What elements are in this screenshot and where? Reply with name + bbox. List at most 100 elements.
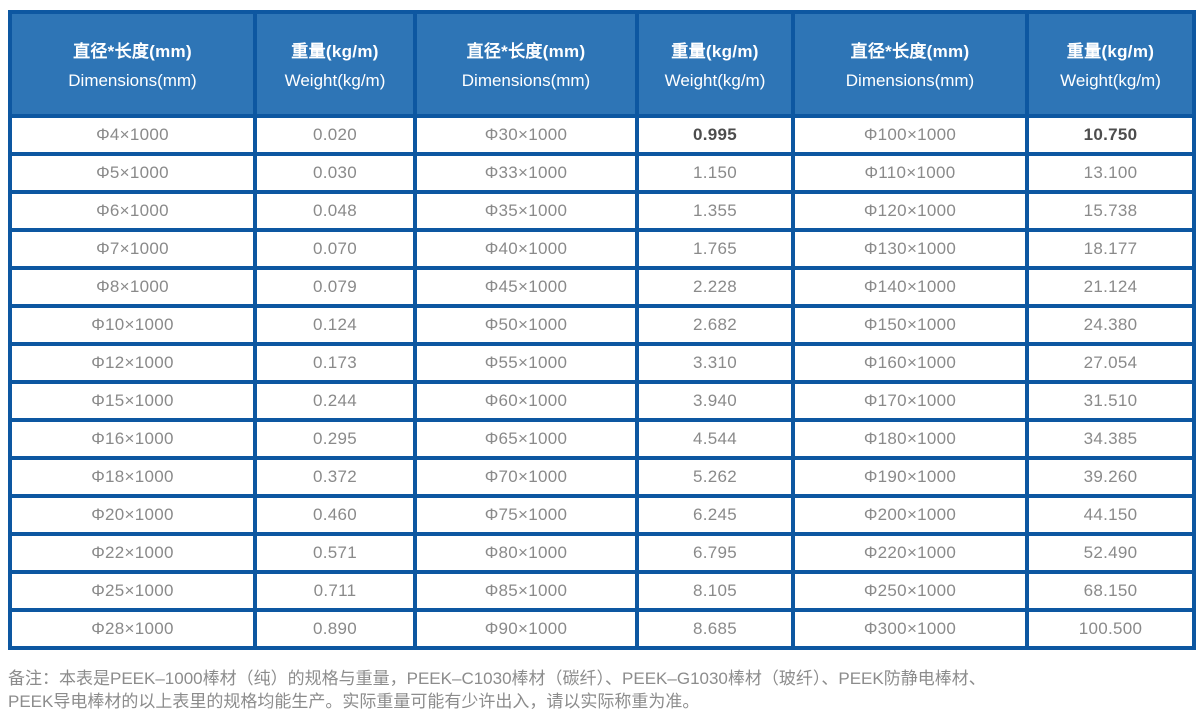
- dimension-cell: Φ16×1000: [8, 418, 257, 460]
- weight-cell: 0.173: [253, 342, 417, 384]
- col-header-weight-en: Weight(kg/m): [284, 71, 386, 90]
- weight-cell: 3.310: [635, 342, 795, 384]
- dimension-cell: Φ90×1000: [413, 608, 639, 650]
- weight-cell: 24.380: [1025, 304, 1196, 346]
- dimension-cell: Φ80×1000: [413, 532, 639, 574]
- col-header-dimensions-1: 直径*长度(mm) Dimensions(mm): [8, 10, 257, 118]
- weight-cell: 100.500: [1025, 608, 1196, 650]
- weight-cell: 27.054: [1025, 342, 1196, 384]
- col-header-dimensions-3: 直径*长度(mm) Dimensions(mm): [791, 10, 1029, 118]
- dimension-cell: Φ35×1000: [413, 190, 639, 232]
- col-header-weight-zh: 重量(kg/m): [671, 42, 759, 61]
- dimension-cell: Φ70×1000: [413, 456, 639, 498]
- note-line-1: 备注：本表是PEEK–1000棒材（纯）的规格与重量，PEEK–C1030棒材（…: [8, 669, 986, 688]
- weight-cell: 0.048: [253, 190, 417, 232]
- dimension-cell: Φ130×1000: [791, 228, 1029, 270]
- weight-cell: 6.795: [635, 532, 795, 574]
- col-header-dimensions-2: 直径*长度(mm) Dimensions(mm): [413, 10, 639, 118]
- weight-cell: 2.682: [635, 304, 795, 346]
- weight-cell: 0.079: [253, 266, 417, 308]
- header-row: 直径*长度(mm) Dimensions(mm) 重量(kg/m) Weight…: [8, 10, 1196, 118]
- dimension-cell: Φ4×1000: [8, 114, 257, 156]
- col-header-weight-2: 重量(kg/m) Weight(kg/m): [635, 10, 795, 118]
- dimension-cell: Φ25×1000: [8, 570, 257, 612]
- weight-cell: 68.150: [1025, 570, 1196, 612]
- dimension-cell: Φ75×1000: [413, 494, 639, 536]
- weight-cell: 0.995: [635, 114, 795, 156]
- weight-cell: 0.372: [253, 456, 417, 498]
- weight-cell: 34.385: [1025, 418, 1196, 460]
- weight-cell: 1.150: [635, 152, 795, 194]
- table-row: Φ12×1000 0.173 Φ55×1000 3.310 Φ160×1000 …: [8, 342, 1196, 384]
- weight-cell: 3.940: [635, 380, 795, 422]
- dimension-cell: Φ55×1000: [413, 342, 639, 384]
- weight-cell: 6.245: [635, 494, 795, 536]
- weight-cell: 15.738: [1025, 190, 1196, 232]
- table-row: Φ8×1000 0.079 Φ45×1000 2.228 Φ140×1000 2…: [8, 266, 1196, 308]
- col-header-dimensions-en: Dimensions(mm): [845, 71, 975, 90]
- table-row: Φ4×1000 0.020 Φ30×1000 0.995 Φ100×1000 1…: [8, 114, 1196, 156]
- col-header-weight-1: 重量(kg/m) Weight(kg/m): [253, 10, 417, 118]
- dimension-cell: Φ15×1000: [8, 380, 257, 422]
- dimension-cell: Φ65×1000: [413, 418, 639, 460]
- note-line-2: PEEK导电棒材的以上表里的规格均能生产。实际重量可能有少许出入，请以实际称重为…: [8, 692, 700, 711]
- dimension-cell: Φ200×1000: [791, 494, 1029, 536]
- weight-cell: 5.262: [635, 456, 795, 498]
- dimension-cell: Φ50×1000: [413, 304, 639, 346]
- weight-cell: 44.150: [1025, 494, 1196, 536]
- dimension-cell: Φ180×1000: [791, 418, 1029, 460]
- dimension-cell: Φ300×1000: [791, 608, 1029, 650]
- weight-cell: 13.100: [1025, 152, 1196, 194]
- table-row: Φ6×1000 0.048 Φ35×1000 1.355 Φ120×1000 1…: [8, 190, 1196, 232]
- weight-cell: 0.070: [253, 228, 417, 270]
- dimension-cell: Φ45×1000: [413, 266, 639, 308]
- weight-cell: 0.571: [253, 532, 417, 574]
- dimension-cell: Φ12×1000: [8, 342, 257, 384]
- dimension-cell: Φ5×1000: [8, 152, 257, 194]
- dimension-cell: Φ220×1000: [791, 532, 1029, 574]
- dimension-cell: Φ170×1000: [791, 380, 1029, 422]
- col-header-dimensions-en: Dimensions(mm): [68, 71, 197, 90]
- weight-cell: 1.765: [635, 228, 795, 270]
- spec-table: 直径*长度(mm) Dimensions(mm) 重量(kg/m) Weight…: [8, 10, 1196, 650]
- dimension-cell: Φ140×1000: [791, 266, 1029, 308]
- col-header-dimensions-zh: 直径*长度(mm): [466, 42, 586, 61]
- weight-cell: 8.685: [635, 608, 795, 650]
- col-header-weight-zh: 重量(kg/m): [291, 42, 379, 61]
- col-header-dimensions-zh: 直径*长度(mm): [850, 42, 970, 61]
- spec-table-body: Φ4×1000 0.020 Φ30×1000 0.995 Φ100×1000 1…: [8, 114, 1196, 650]
- col-header-dimensions-zh: 直径*长度(mm): [73, 42, 192, 61]
- dimension-cell: Φ20×1000: [8, 494, 257, 536]
- dimension-cell: Φ28×1000: [8, 608, 257, 650]
- col-header-weight-3: 重量(kg/m) Weight(kg/m): [1025, 10, 1196, 118]
- col-header-weight-en: Weight(kg/m): [664, 71, 766, 90]
- col-header-weight-zh: 重量(kg/m): [1066, 42, 1155, 61]
- weight-cell: 8.105: [635, 570, 795, 612]
- weight-cell: 0.890: [253, 608, 417, 650]
- table-row: Φ15×1000 0.244 Φ60×1000 3.940 Φ170×1000 …: [8, 380, 1196, 422]
- dimension-cell: Φ160×1000: [791, 342, 1029, 384]
- dimension-cell: Φ110×1000: [791, 152, 1029, 194]
- dimension-cell: Φ6×1000: [8, 190, 257, 232]
- table-row: Φ28×1000 0.890 Φ90×1000 8.685 Φ300×1000 …: [8, 608, 1196, 650]
- weight-cell: 52.490: [1025, 532, 1196, 574]
- dimension-cell: Φ10×1000: [8, 304, 257, 346]
- dimension-cell: Φ85×1000: [413, 570, 639, 612]
- weight-cell: 0.244: [253, 380, 417, 422]
- table-row: Φ5×1000 0.030 Φ33×1000 1.150 Φ110×1000 1…: [8, 152, 1196, 194]
- dimension-cell: Φ190×1000: [791, 456, 1029, 498]
- weight-cell: 0.711: [253, 570, 417, 612]
- dimension-cell: Φ120×1000: [791, 190, 1029, 232]
- table-row: Φ7×1000 0.070 Φ40×1000 1.765 Φ130×1000 1…: [8, 228, 1196, 270]
- dimension-cell: Φ60×1000: [413, 380, 639, 422]
- weight-cell: 39.260: [1025, 456, 1196, 498]
- weight-cell: 4.544: [635, 418, 795, 460]
- table-row: Φ16×1000 0.295 Φ65×1000 4.544 Φ180×1000 …: [8, 418, 1196, 460]
- dimension-cell: Φ33×1000: [413, 152, 639, 194]
- weight-cell: 0.124: [253, 304, 417, 346]
- dimension-cell: Φ100×1000: [791, 114, 1029, 156]
- dimension-cell: Φ250×1000: [791, 570, 1029, 612]
- dimension-cell: Φ18×1000: [8, 456, 257, 498]
- weight-cell: 0.295: [253, 418, 417, 460]
